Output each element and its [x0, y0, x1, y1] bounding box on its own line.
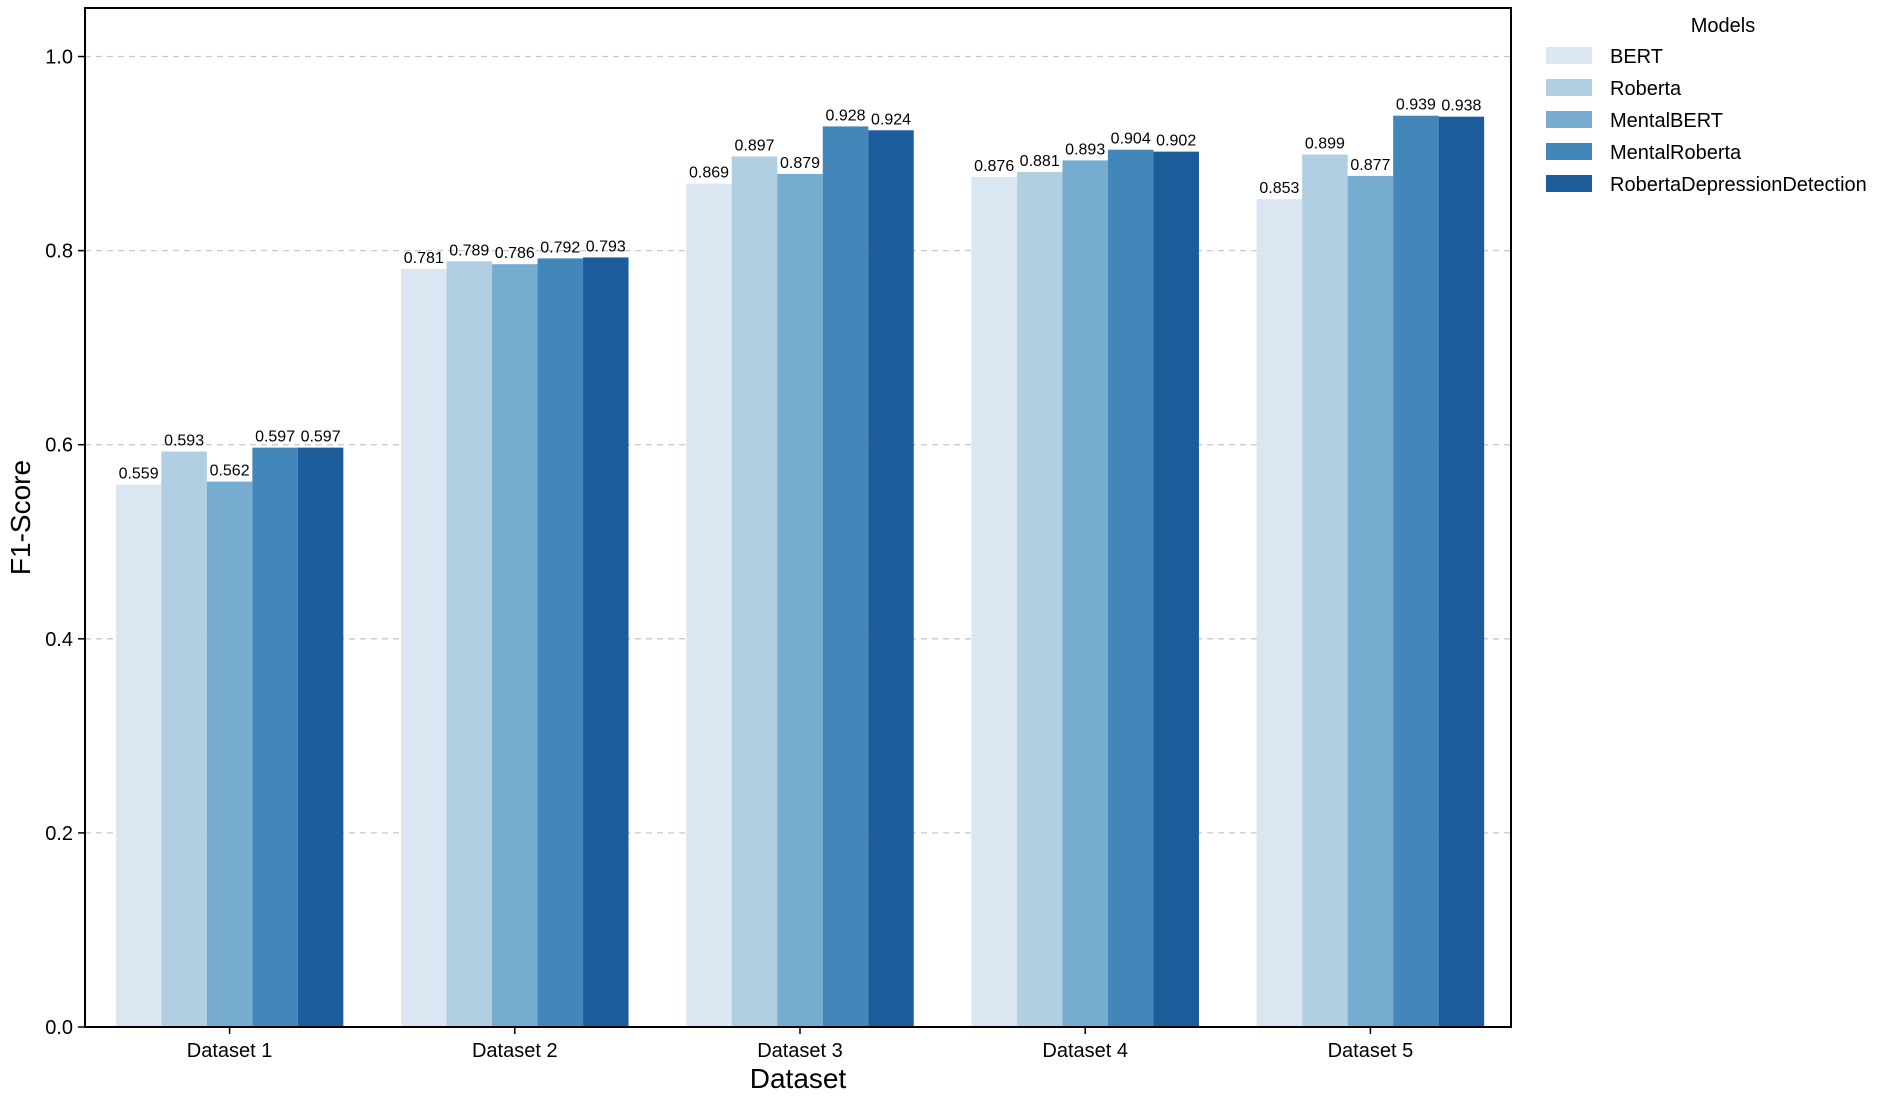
legend-label-mentalroberta: MentalRoberta — [1610, 142, 1742, 164]
x-tick-label: Dataset 3 — [757, 1040, 843, 1062]
bar-mentalroberta-1 — [252, 447, 298, 1027]
y-tick-label: 1.0 — [45, 47, 73, 69]
bar-value-label: 0.879 — [780, 155, 820, 172]
bar-value-label: 0.904 — [1111, 131, 1151, 148]
bar-bert-1 — [115, 484, 162, 1028]
bar-value-label: 0.938 — [1441, 98, 1481, 115]
bar-value-label: 0.786 — [495, 245, 535, 262]
bar-value-label: 0.893 — [1065, 141, 1105, 158]
x-axis-title: Dataset — [750, 1063, 847, 1094]
bar-value-label: 0.877 — [1350, 157, 1390, 174]
bar-robertadepressiondetection-2 — [583, 257, 629, 1028]
bar-mentalbert-2 — [492, 264, 538, 1028]
bar-roberta-4 — [1016, 172, 1063, 1027]
x-axis-ticks: Dataset 1 Dataset 2 Dataset 3 Dataset 4 Data… — [187, 1027, 1413, 1062]
y-tick-label: 0.0 — [45, 1017, 73, 1039]
bar-roberta-1 — [161, 451, 207, 1027]
bar-roberta-5 — [1302, 154, 1348, 1028]
bar-value-label: 0.869 — [689, 165, 729, 182]
x-tick-label: Dataset 1 — [187, 1040, 273, 1062]
legend: Models BERT Roberta MentalBERT MentalRobert… — [1546, 15, 1867, 196]
legend-swatch-mentalroberta — [1546, 143, 1592, 160]
bar-bert-3 — [686, 183, 732, 1027]
bar-mentalroberta-2 — [537, 258, 584, 1028]
legend-swatch-roberta — [1546, 79, 1592, 96]
bar-roberta-3 — [731, 156, 778, 1028]
bar-robertadepressiondetection-3 — [868, 130, 914, 1027]
y-tick-label: 0.6 — [45, 435, 73, 457]
plot-frame — [84, 7, 1512, 1028]
bar-mentalroberta-5 — [1393, 115, 1439, 1028]
bar-value-label: 0.781 — [404, 250, 444, 267]
bar-value-labels: 0.559 0.593 0.562 0.597 0.597 0.781 0.789 0.786… — [119, 97, 1482, 483]
bar-value-label: 0.939 — [1396, 97, 1436, 114]
bar-bert-2 — [401, 269, 447, 1027]
legend-label-bert: BERT — [1610, 46, 1663, 68]
bar-value-label: 0.899 — [1305, 136, 1345, 153]
bar-bert-5 — [1256, 199, 1303, 1027]
legend-swatch-bert — [1546, 47, 1592, 64]
legend-label-mentalbert: MentalBERT — [1610, 110, 1723, 132]
y-tick-label: 0.4 — [45, 629, 73, 651]
bar-value-label: 0.853 — [1259, 180, 1299, 197]
bar-mentalbert-5 — [1347, 175, 1394, 1027]
legend-label-roberta: Roberta — [1610, 78, 1682, 100]
bar-robertadepressiondetection-4 — [1153, 151, 1199, 1027]
legend-title: Models — [1691, 15, 1755, 37]
bar-roberta-2 — [446, 261, 493, 1027]
bar-value-label: 0.597 — [301, 429, 341, 446]
bar-value-label: 0.562 — [210, 463, 250, 480]
bar-value-label: 0.902 — [1156, 133, 1196, 150]
legend-label-robertadepressiondetection: RobertaDepressionDetection — [1610, 174, 1867, 196]
bar-value-label: 0.928 — [825, 107, 865, 124]
bar-value-label: 0.789 — [449, 242, 489, 259]
bar-value-label: 0.559 — [119, 466, 159, 483]
bar-value-label: 0.881 — [1020, 153, 1060, 170]
x-tick-label: Dataset 2 — [472, 1040, 558, 1062]
bar-value-label: 0.593 — [164, 433, 204, 450]
bar-mentalroberta-3 — [822, 126, 869, 1028]
bar-mentalroberta-4 — [1107, 149, 1154, 1028]
bar-mentalbert-4 — [1062, 160, 1108, 1028]
bar-value-label: 0.897 — [734, 137, 774, 154]
bar-robertadepressiondetection-1 — [297, 447, 344, 1027]
legend-swatch-mentalbert — [1546, 111, 1592, 128]
bar-bert-4 — [971, 176, 1017, 1027]
y-tick-label: 0.8 — [45, 241, 73, 263]
y-tick-label: 0.2 — [45, 823, 73, 845]
legend-swatch-robertadepressiondetection — [1546, 175, 1592, 192]
bar-value-label: 0.597 — [255, 429, 295, 446]
bar-value-label: 0.924 — [871, 111, 911, 128]
x-tick-label: Dataset 5 — [1328, 1040, 1414, 1062]
bar-mentalbert-1 — [206, 481, 253, 1027]
bar-mentalbert-3 — [777, 173, 823, 1028]
x-tick-label: Dataset 4 — [1042, 1040, 1128, 1062]
y-axis-ticks: 0.0 0.2 0.4 0.6 0.8 1.0 — [45, 47, 85, 1039]
y-axis-title: F1-Score — [5, 460, 36, 575]
bar-value-label: 0.792 — [540, 239, 580, 256]
bar-robertadepressiondetection-5 — [1438, 116, 1485, 1027]
bar-value-label: 0.876 — [974, 158, 1014, 175]
bars — [115, 115, 1485, 1028]
bar-value-label: 0.793 — [586, 238, 626, 255]
